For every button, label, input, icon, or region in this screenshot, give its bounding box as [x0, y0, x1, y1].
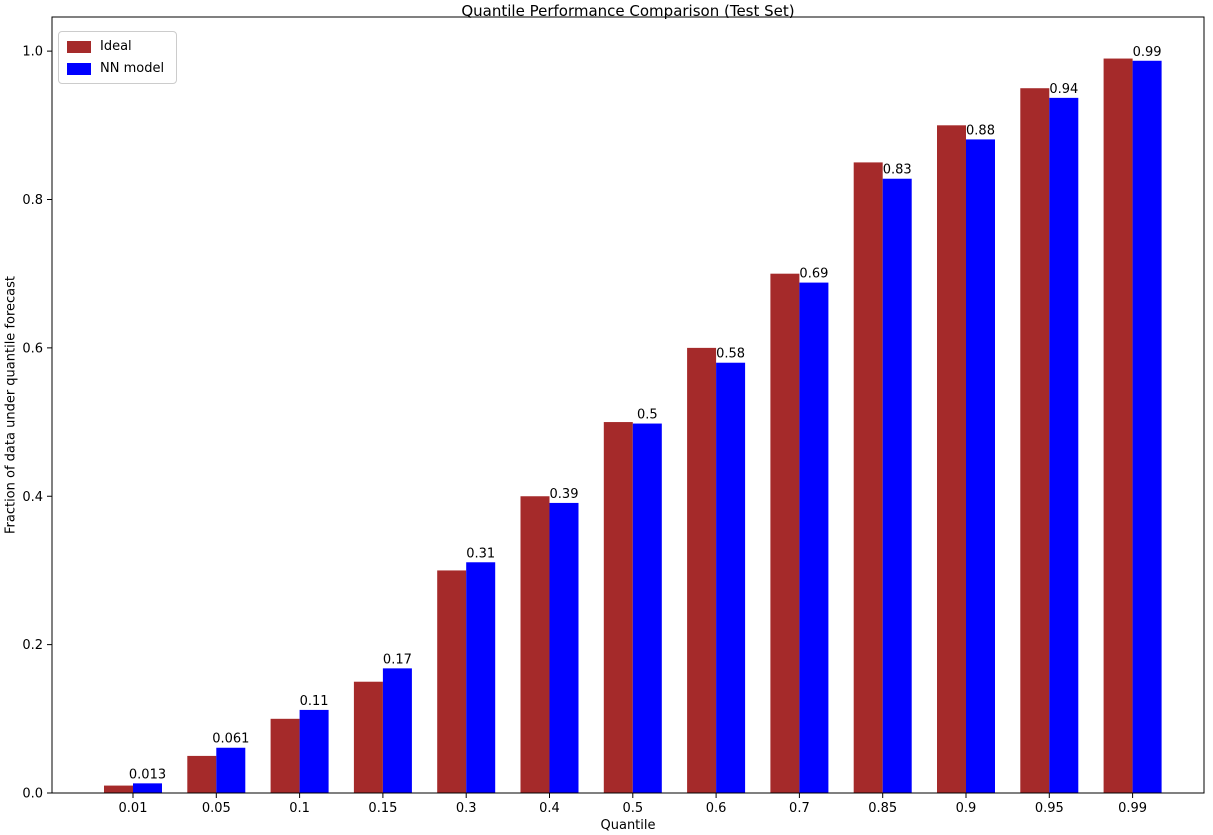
x-tick-label: 0.95 [1035, 801, 1064, 816]
y-tick-label: 0.8 [22, 193, 43, 208]
nn-model-bar [799, 282, 829, 793]
x-tick-label: 0.85 [868, 801, 897, 816]
ideal-bar [270, 718, 300, 793]
ideal-bar [770, 273, 800, 793]
legend-label-ideal: Ideal [100, 39, 132, 54]
ideal-bar [187, 755, 217, 793]
bar-value-label: 0.69 [799, 267, 828, 282]
x-axis-label: Quantile [600, 818, 656, 833]
x-tick-label: 0.4 [539, 801, 560, 816]
x-tick-label: 0.1 [289, 801, 310, 816]
legend-row-ideal: Ideal [67, 39, 164, 54]
x-tick-label: 0.15 [368, 801, 397, 816]
nn-model-bar [966, 139, 995, 793]
legend-label-nn-model: NN model [100, 61, 165, 76]
bar-value-label: 0.31 [466, 546, 495, 561]
nn-model-bar [632, 423, 662, 793]
x-tick-label: 0.05 [202, 801, 231, 816]
nn-model-bar [882, 178, 912, 793]
x-tick-label: 0.9 [956, 801, 977, 816]
legend-row-nn-model: NN model [67, 61, 164, 76]
x-tick-label: 0.7 [789, 801, 810, 816]
ideal-bar [937, 125, 966, 793]
legend: Ideal NN model [58, 31, 178, 84]
ideal-bar [353, 681, 383, 793]
nn-model-bar [299, 709, 329, 793]
nn-model-bar [382, 668, 412, 793]
ideal-bar [437, 570, 467, 793]
x-tick-label: 0.01 [119, 801, 148, 816]
bar-value-label: 0.17 [383, 652, 412, 667]
bar-value-label: 0.94 [1049, 82, 1078, 97]
y-tick-label: 0.6 [22, 341, 43, 356]
y-axis-label: Fraction of data under quantile forecast [3, 275, 19, 535]
chart-title: Quantile Performance Comparison (Test Se… [461, 2, 795, 20]
x-tick-label: 0.3 [456, 801, 477, 816]
nn-model-bar [133, 783, 162, 793]
ideal-bar [104, 785, 133, 793]
bar-value-label: 0.11 [300, 694, 329, 709]
nn-model-bar [549, 502, 579, 793]
x-tick-label: 0.5 [622, 801, 643, 816]
plot-border [51, 16, 1205, 794]
ideal-bar [520, 496, 550, 793]
ideal-bar [1020, 88, 1050, 793]
ideal-bar [687, 347, 717, 793]
bar-value-label: 0.99 [1133, 45, 1162, 60]
y-tick-label: 0.2 [22, 638, 43, 653]
legend-swatch-ideal-icon [67, 40, 91, 53]
bar-value-label: 0.83 [883, 163, 912, 178]
x-tick-label: 0.99 [1118, 801, 1147, 816]
y-tick-label: 0.4 [22, 490, 43, 505]
nn-model-bar [216, 747, 246, 793]
ideal-bar [603, 422, 633, 793]
bar-value-label: 0.39 [550, 487, 579, 502]
bar-value-label: 0.58 [716, 347, 745, 362]
nn-model-bar [716, 362, 746, 793]
x-tick-label: 0.6 [706, 801, 727, 816]
y-tick-label: 0.0 [22, 787, 43, 802]
legend-swatch-nn-model-icon [67, 62, 91, 75]
nn-model-bar [1132, 60, 1162, 793]
nn-model-bar [466, 562, 496, 793]
bar-value-label: 0.88 [966, 123, 995, 138]
ideal-bar [853, 162, 883, 793]
y-tick-label: 1.0 [22, 45, 43, 60]
nn-model-bar [1049, 97, 1079, 793]
bar-value-label: 0.013 [129, 767, 166, 782]
bar-value-label: 0.5 [637, 408, 658, 423]
bar-value-label: 0.061 [212, 732, 249, 747]
ideal-bar [1103, 58, 1133, 794]
